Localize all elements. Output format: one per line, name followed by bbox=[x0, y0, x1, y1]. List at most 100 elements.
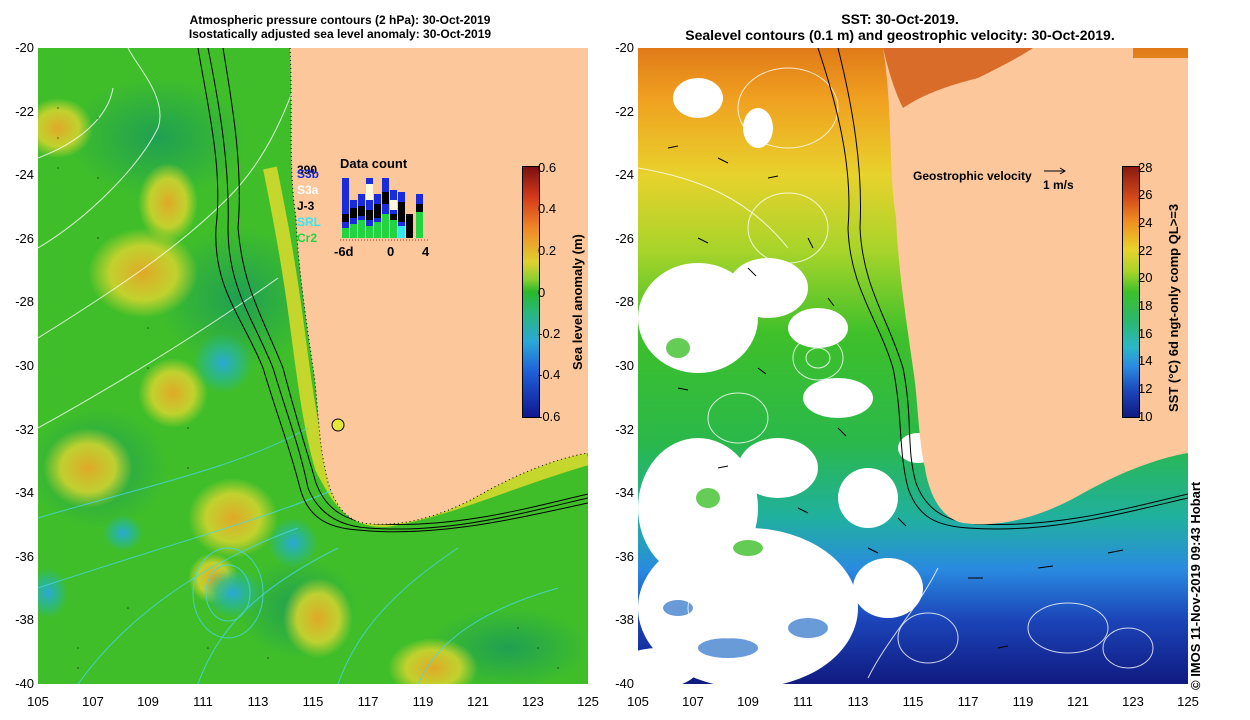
left-panel-title: Atmospheric pressure contours (2 hPa): 3… bbox=[120, 13, 560, 41]
anomaly-tick: 0.2 bbox=[538, 243, 557, 258]
velocity-scale-arrow-icon bbox=[1044, 167, 1066, 175]
lat-tick: -30 bbox=[615, 358, 634, 373]
lat-tick: -36 bbox=[15, 549, 34, 564]
lon-tick: 111 bbox=[193, 694, 213, 709]
australia-land bbox=[290, 48, 588, 525]
sst-map-svg bbox=[638, 48, 1188, 684]
sst-tick: 16 bbox=[1138, 326, 1153, 341]
right-title-line1: SST: 30-Oct-2019. bbox=[841, 11, 959, 27]
sst-map bbox=[638, 48, 1188, 684]
sea-level-contours bbox=[638, 67, 1154, 679]
coastline bbox=[289, 48, 588, 525]
lat-tick: -24 bbox=[615, 167, 634, 182]
geostrophic-velocity-arrows bbox=[667, 145, 1124, 649]
lat-tick: -38 bbox=[615, 612, 634, 627]
velocity-legend-label: Geostrophic velocity bbox=[913, 169, 1032, 183]
lat-tick: -32 bbox=[15, 422, 34, 437]
low-pressure-contours bbox=[38, 427, 559, 684]
sst-tick: 28 bbox=[1138, 160, 1153, 175]
lat-tick: -30 bbox=[15, 358, 34, 373]
sst-colorbar-label: SST (°C) 6d ngt-only comp QL>=3 bbox=[1166, 203, 1181, 412]
data-count-tick-neg6: -6d bbox=[334, 244, 354, 259]
lon-tick: 111 bbox=[793, 694, 813, 709]
sst-tick: 22 bbox=[1138, 243, 1153, 258]
lon-tick: 123 bbox=[1122, 694, 1144, 709]
velocity-scale-label: 1 m/s bbox=[1043, 178, 1074, 192]
lat-tick: -22 bbox=[615, 104, 634, 119]
left-title-line1: Atmospheric pressure contours (2 hPa): 3… bbox=[189, 13, 491, 27]
lat-tick: -34 bbox=[615, 485, 634, 500]
anomaly-tick: -0.4 bbox=[538, 367, 561, 382]
sea-level-anomaly-map bbox=[38, 48, 588, 684]
data-count-tick-4: 4 bbox=[422, 244, 430, 259]
sst-tick: 18 bbox=[1138, 298, 1153, 313]
satellite-srl: SRL bbox=[297, 215, 321, 229]
lat-tick: -26 bbox=[615, 231, 634, 246]
sst-colorbar-gradient bbox=[1122, 166, 1140, 418]
lon-tick: 113 bbox=[247, 694, 269, 709]
anomaly-tick: 0.6 bbox=[538, 160, 557, 175]
lon-tick: 119 bbox=[412, 694, 434, 709]
satellite-cr2: Cr2 bbox=[297, 231, 318, 245]
anomaly-tick: 0 bbox=[538, 285, 546, 300]
lon-tick: 115 bbox=[302, 694, 324, 709]
lon-tick: 125 bbox=[1177, 694, 1199, 709]
lon-tick: 107 bbox=[82, 694, 104, 709]
data-count-top-label: 390 bbox=[297, 163, 318, 177]
lat-tick: -28 bbox=[15, 294, 34, 309]
left-title-line2: Isostatically adjusted sea level anomaly… bbox=[188, 27, 492, 41]
lon-tick: 121 bbox=[467, 694, 489, 709]
anomaly-tick: -0.2 bbox=[538, 326, 561, 341]
lat-tick: -38 bbox=[15, 612, 34, 627]
lat-tick: -34 bbox=[15, 485, 34, 500]
anomaly-high bbox=[88, 228, 198, 318]
location-marker bbox=[331, 418, 345, 432]
anomaly-colorbar-label: Sea level anomaly (m) bbox=[570, 234, 585, 370]
lat-tick: -32 bbox=[615, 422, 634, 437]
lon-tick: 121 bbox=[1067, 694, 1089, 709]
sst-tick: 10 bbox=[1138, 409, 1153, 424]
lat-tick: -26 bbox=[15, 231, 34, 246]
anomaly-colorbar-gradient bbox=[522, 166, 540, 418]
lat-tick: -20 bbox=[15, 40, 34, 55]
lon-tick: 109 bbox=[137, 694, 159, 709]
lat-tick: -40 bbox=[615, 676, 634, 691]
lon-tick: 115 bbox=[902, 694, 924, 709]
sst-tick: 26 bbox=[1138, 187, 1153, 202]
lon-tick: 123 bbox=[522, 694, 544, 709]
lon-tick: 119 bbox=[1012, 694, 1034, 709]
imos-credit: © IMOS 11-Nov-2019 09:43 Hobart bbox=[1188, 481, 1203, 690]
sst-bathymetry bbox=[817, 48, 1188, 530]
lon-tick: 107 bbox=[682, 694, 704, 709]
lat-tick: -28 bbox=[615, 294, 634, 309]
lon-tick: 117 bbox=[357, 694, 379, 709]
bathymetry-contours bbox=[197, 48, 588, 533]
lon-tick: 105 bbox=[627, 694, 649, 709]
sst-tick: 12 bbox=[1138, 381, 1153, 396]
satellite-j3: J-3 bbox=[297, 199, 315, 213]
anomaly-tick: 0.4 bbox=[538, 201, 557, 216]
lon-tick: 109 bbox=[737, 694, 759, 709]
lon-tick: 117 bbox=[957, 694, 979, 709]
australia-land-sst bbox=[883, 48, 1188, 525]
data-count-bar-stacks bbox=[342, 178, 423, 238]
sst-tick: 14 bbox=[1138, 353, 1153, 368]
anomaly-low bbox=[193, 333, 253, 393]
lat-tick: -20 bbox=[615, 40, 634, 55]
altimeter-tracks bbox=[57, 107, 559, 669]
lat-tick: -40 bbox=[15, 676, 34, 691]
data-count-bars bbox=[340, 178, 428, 241]
sst-tick: 20 bbox=[1138, 270, 1153, 285]
lat-tick: -24 bbox=[15, 167, 34, 182]
data-count-tick-0: 0 bbox=[387, 244, 395, 259]
anomaly-tick: -0.6 bbox=[538, 409, 561, 424]
satellite-s3a: S3a bbox=[297, 183, 319, 197]
anomaly-map-svg bbox=[38, 48, 588, 684]
right-panel-title: SST: 30-Oct-2019. Sealevel contours (0.1… bbox=[660, 11, 1140, 43]
lon-tick: 125 bbox=[577, 694, 599, 709]
lat-tick: -36 bbox=[615, 549, 634, 564]
sst-tick: 24 bbox=[1138, 215, 1153, 230]
lat-tick: -22 bbox=[15, 104, 34, 119]
data-count-title: Data count bbox=[340, 156, 408, 171]
lon-tick: 105 bbox=[27, 694, 49, 709]
